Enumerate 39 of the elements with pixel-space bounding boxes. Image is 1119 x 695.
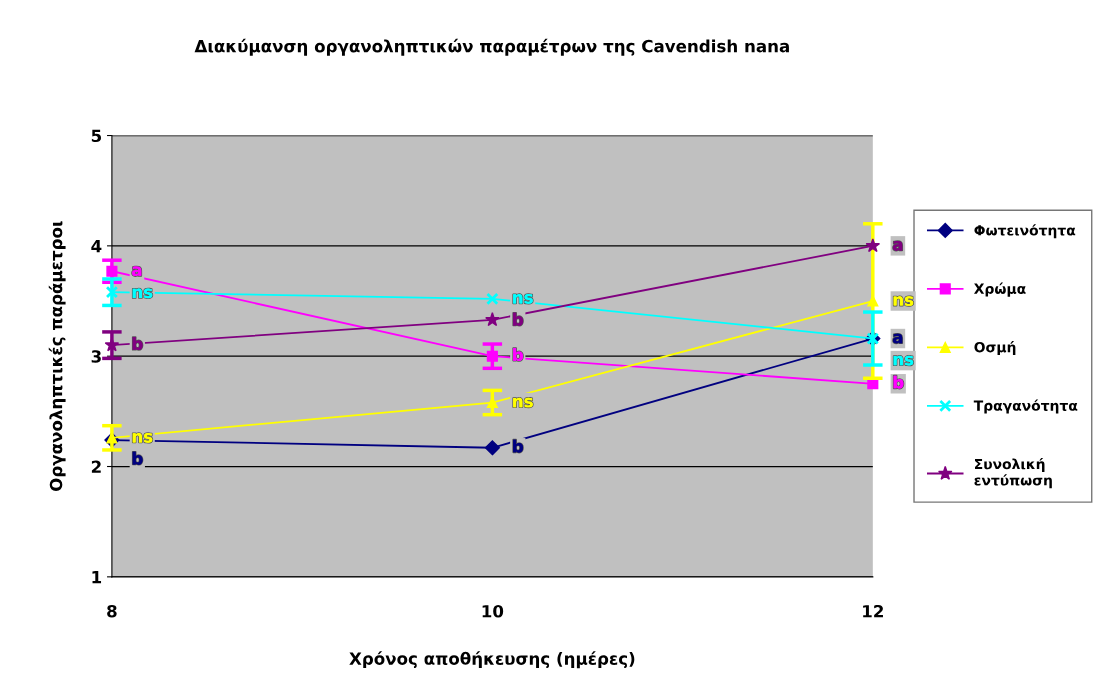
point — [106, 265, 118, 277]
point — [865, 238, 881, 253]
data-label: b — [513, 312, 523, 326]
legend-label: Οσμή — [974, 341, 1016, 356]
y-tick-label: 2 — [91, 460, 101, 473]
data-label: ns — [513, 397, 533, 408]
y-tick-label: 3 — [91, 350, 101, 363]
legend-label: Συνολική εντύπωση — [974, 457, 1052, 489]
data-label: b — [513, 439, 523, 453]
data-label: b — [893, 375, 904, 389]
data-label: ns — [132, 288, 153, 299]
data-label: a — [892, 333, 903, 344]
data-label: ns — [893, 355, 914, 366]
y-tick-label: 1 — [92, 571, 102, 584]
point — [485, 312, 500, 327]
y-tick-label: 5 — [91, 129, 102, 143]
data-label: ns — [893, 296, 914, 306]
data-label: ns — [513, 294, 533, 304]
point — [104, 337, 120, 352]
data-label: b — [132, 451, 143, 465]
x-axis-title: Χρόνος αποθήκευσης (ημέρες) — [349, 651, 635, 669]
data-label: b — [513, 348, 523, 362]
x-tick-label: 8 — [107, 604, 117, 618]
legend-label: Τραγανότητα — [973, 399, 1078, 414]
data-label: a — [132, 266, 142, 277]
point — [105, 285, 119, 299]
point — [486, 292, 499, 306]
y-tick-label: 4 — [91, 240, 102, 253]
point — [486, 350, 498, 362]
data-label: b — [132, 337, 143, 350]
data-label: ns — [132, 433, 153, 443]
point — [484, 440, 500, 456]
legend-label: Φωτεινότητα — [974, 224, 1076, 239]
x-tick-label: 10 — [482, 604, 504, 618]
x-tick-label: 12 — [863, 604, 883, 618]
data-label: a — [892, 241, 903, 251]
chart-title: Διακύμανση οργανοληπτικών παραμέτρων της Cavendish nana — [194, 38, 789, 56]
y-axis-title: Οργανοληπτικές παράμετροι — [48, 221, 66, 492]
legend-label: Χρώμα — [973, 282, 1026, 297]
